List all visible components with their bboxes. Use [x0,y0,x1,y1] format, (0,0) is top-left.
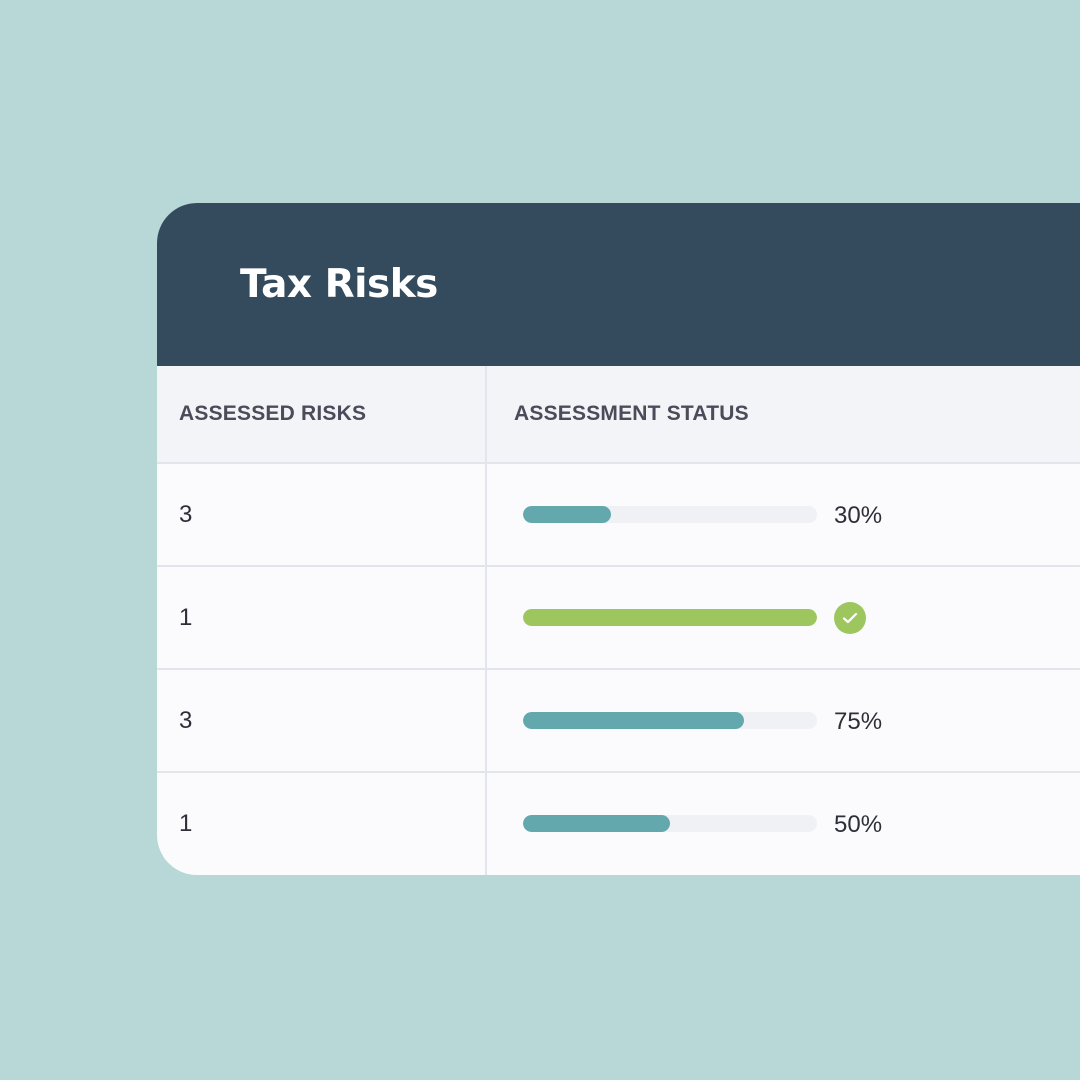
progress-bar-fill [523,506,612,523]
progress-bar-fill [523,712,744,729]
tax-risks-card: Tax Risks ASSESSED RISKS ASSESSMENT STAT… [157,203,1080,875]
column-header-assessed-risks[interactable]: ASSESSED RISKS [179,402,367,425]
assessed-risks-count: 3 [179,707,193,734]
progress-bar-fill [523,609,817,626]
assessed-risks-count: 1 [179,604,193,631]
table-row[interactable]: 3 75% [157,670,1080,773]
table-row[interactable]: 1 [157,567,1080,670]
assessed-risks-count: 1 [179,810,193,837]
column-header-assessment-status[interactable]: ASSESSMENT STATUS [514,402,749,425]
progress-bar [523,506,817,523]
progress-percentage: 75% [834,708,883,735]
card-header: Tax Risks [157,203,1080,366]
progress-percentage: 50% [834,811,883,838]
progress-percentage: 30% [834,502,883,529]
table-header: ASSESSED RISKS ASSESSMENT STATUS [157,366,1080,464]
progress-bar-fill [523,815,670,832]
table-row[interactable]: 3 30% [157,464,1080,567]
card-title: Tax Risks [240,262,438,307]
risks-table: ASSESSED RISKS ASSESSMENT STATUS 3 30% 1… [157,366,1080,875]
progress-bar [523,815,817,832]
check-circle-icon [834,602,866,634]
table-row[interactable]: 1 50% [157,773,1080,875]
progress-bar [523,712,817,729]
assessed-risks-count: 3 [179,501,193,528]
progress-bar [523,609,817,626]
column-divider [485,366,487,875]
